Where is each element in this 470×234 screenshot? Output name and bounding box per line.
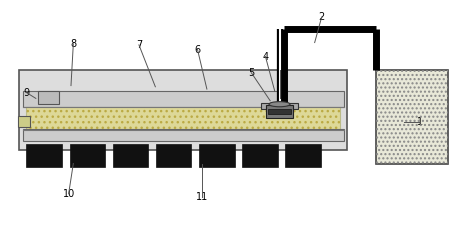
Bar: [376, 70, 448, 164]
Bar: [156, 144, 191, 167]
Bar: [19, 70, 347, 150]
Bar: [268, 109, 291, 113]
Bar: [242, 144, 278, 167]
Bar: [38, 91, 59, 104]
Bar: [261, 103, 298, 109]
Text: 5: 5: [248, 68, 255, 78]
Bar: [26, 106, 340, 130]
Bar: [26, 106, 340, 130]
Text: 4: 4: [262, 51, 268, 62]
Text: 9: 9: [24, 88, 30, 98]
Bar: [23, 91, 344, 106]
Bar: [376, 70, 448, 164]
Text: 1: 1: [417, 117, 423, 127]
Text: 2: 2: [319, 12, 325, 22]
Text: 10: 10: [63, 189, 75, 199]
Text: 6: 6: [195, 44, 201, 55]
Text: 7: 7: [136, 40, 142, 50]
Bar: [18, 116, 30, 128]
Bar: [70, 144, 105, 167]
Bar: [113, 144, 149, 167]
Ellipse shape: [269, 102, 290, 107]
Bar: [26, 144, 62, 167]
Bar: [199, 144, 235, 167]
Text: 3: 3: [276, 66, 282, 76]
Bar: [285, 144, 321, 167]
Bar: [266, 105, 293, 118]
Text: 11: 11: [196, 192, 208, 202]
Text: 8: 8: [70, 39, 77, 49]
Bar: [23, 129, 344, 141]
